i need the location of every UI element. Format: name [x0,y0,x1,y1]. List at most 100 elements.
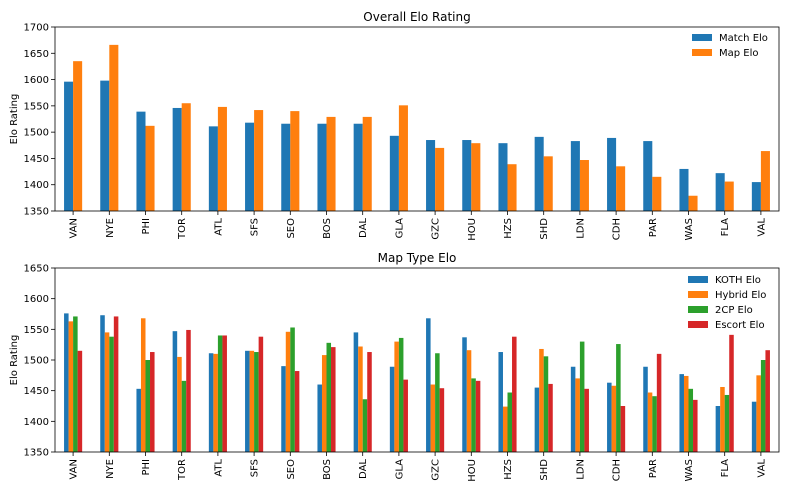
x-tick-label: TOR [177,218,188,240]
y-tick-label: 1600 [24,75,49,86]
x-tick-label: SEO [286,459,297,480]
bar [724,394,730,452]
legend-swatch [688,306,708,313]
x-tick-label: HOU [467,218,478,241]
x-tick-label: LDN [575,218,586,239]
bar [331,347,336,452]
bar [145,360,151,452]
bar [548,383,553,452]
bar [326,116,336,211]
x-tick-label: WAS [684,459,695,482]
bar [172,331,178,452]
y-tick-label: 1450 [24,154,49,165]
bar [100,315,105,452]
bar [616,344,621,452]
bar [281,366,286,452]
x-tick-label: ATL [213,459,224,477]
bar [502,406,508,452]
x-tick-label: PHI [141,459,152,476]
bar [258,336,264,452]
legend-swatch [688,321,708,328]
bar [64,313,69,452]
bar [607,382,612,452]
bar [136,111,146,211]
bar [760,151,770,211]
map-type-elo-chart: Map Type Elo Elo Rating 1350 1400 1450 1500… [9,251,780,482]
bar [584,388,589,452]
bar [611,385,617,452]
bar [208,126,218,211]
y-tick-label: 1550 [24,325,49,336]
chart-title: Overall Elo Rating [363,10,470,24]
x-tick-label: SEO [286,218,297,239]
series-escort-elo [77,316,770,452]
legend-label: Hybrid Elo [715,290,766,301]
bar [498,143,508,211]
x-tick-label: WAS [684,218,695,241]
bar [466,350,472,452]
bar [693,399,698,452]
bar [543,156,553,211]
bar [539,348,544,452]
x-tick-label: GLA [394,459,405,480]
bar [656,353,662,452]
x-tick-label: SHD [539,218,550,240]
bar [73,61,83,211]
bar [579,341,585,452]
bar [426,140,436,211]
bar [100,80,110,212]
bar [181,103,191,211]
x-tick-label: PAR [648,218,659,237]
bar [317,123,327,211]
bar [647,392,653,452]
plot-frame [54,267,780,453]
bar [281,123,291,211]
y-tick-label: 1350 [24,207,49,218]
bar [507,164,517,211]
bar [186,329,191,452]
x-tick-label: NYE [105,459,116,479]
bar [208,353,214,452]
legend: KOTH Elo Hybrid Elo 2CP Elo Escort Elo [688,275,766,331]
x-tick-label: SHD [539,459,550,481]
bar [575,378,580,452]
series-2cp-elo [73,316,766,452]
bar [321,355,327,452]
chart-title: Map Type Elo [378,251,457,265]
y-tick-label: 1450 [24,386,49,397]
y-tick-label: 1700 [24,23,49,34]
bar [760,360,766,452]
bar [294,371,300,452]
x-tick-label: SFS [250,459,261,477]
y-tick-label: 1500 [24,356,49,367]
bar [498,352,503,452]
bar [720,386,725,452]
bar [570,366,576,452]
bar [398,337,404,452]
y-tick-label: 1600 [24,294,49,305]
bar [403,379,408,452]
y-tick-label: 1400 [24,180,49,191]
bar [579,160,589,211]
bar [145,125,155,211]
bar [765,350,770,452]
series-koth-elo [64,313,757,452]
bar [729,334,734,452]
overall-elo-chart: Overall Elo Rating Elo Rating 1350 1400 14… [9,10,780,241]
bar [534,387,540,452]
x-tick-label: VAL [756,218,767,237]
bar [362,399,368,452]
bar [140,318,146,452]
bar [353,332,359,452]
bar [64,81,74,211]
bar [543,356,549,452]
bar [73,316,78,452]
x-tick-label: CDH [612,218,623,240]
x-tick-label: CDH [612,459,623,481]
bar [683,375,689,452]
bar [435,353,440,452]
bar [471,143,481,211]
bar [715,406,721,452]
y-tick-label: 1550 [24,101,49,112]
